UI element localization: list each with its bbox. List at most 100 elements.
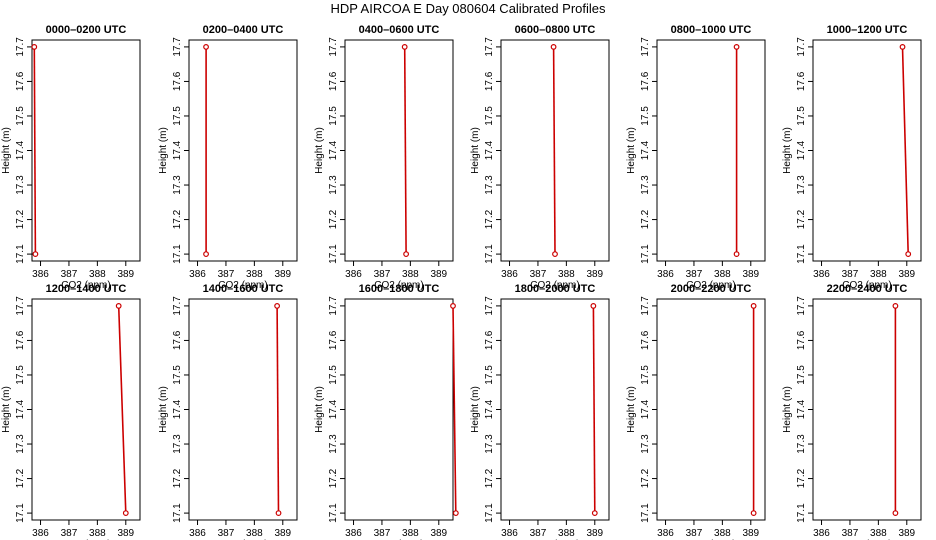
x-axis-label: CO2 (ppm) [842, 280, 891, 291]
data-point [115, 303, 122, 309]
y-tick-label: 17.3 [484, 175, 495, 195]
y-tick-label: 17.1 [15, 503, 26, 523]
y-tick-label: 17.3 [484, 434, 495, 454]
x-axis-label: CO2 (ppm) [61, 280, 110, 291]
y-tick-label: 17.3 [328, 434, 339, 454]
plot-frame [31, 298, 141, 521]
panel-6: 1000–1200 UTC 386 387 388 389 17.1 17.2 17.3 17.… [782, 24, 922, 291]
y-tick-label: 17.7 [328, 296, 339, 316]
data-point [892, 303, 899, 309]
y-tick-label: 17.6 [484, 71, 495, 91]
y-tick-label: 17.1 [328, 244, 339, 264]
y-tick-label: 17.7 [172, 37, 183, 57]
plot-frame [188, 39, 298, 262]
data-point [450, 303, 456, 309]
x-tick-label: 389 [586, 528, 603, 539]
y-tick-label: 17.6 [15, 71, 26, 91]
y-axis-label: Height (m) [314, 127, 325, 174]
panel-title: 0200–0400 UTC [203, 24, 284, 36]
plot-frame [344, 298, 454, 521]
y-tick-label: 17.1 [484, 244, 495, 264]
x-tick-label: 389 [898, 269, 915, 280]
y-tick-label: 17.4 [796, 140, 807, 160]
y-tick-label: 17.4 [640, 140, 651, 160]
y-tick-label: 17.2 [328, 209, 339, 229]
y-tick-label: 17.1 [484, 503, 495, 523]
panel-2: 0200–0400 UTC 386 387 388 389 17.1 17.2 17.3 17.… [158, 24, 298, 291]
x-tick-label: 388 [246, 528, 263, 539]
data-point [552, 251, 558, 257]
x-tick-label: 386 [657, 269, 674, 280]
y-tick-label: 17.4 [15, 399, 26, 419]
panel-title: 0000–0200 UTC [46, 24, 127, 36]
data-point [750, 510, 757, 516]
y-tick-label: 17.5 [172, 106, 183, 126]
y-tick-label: 17.1 [328, 503, 339, 523]
y-tick-label: 17.6 [15, 330, 26, 350]
y-tick-label: 17.7 [15, 37, 26, 57]
x-tick-label: 389 [274, 269, 291, 280]
y-tick-label: 17.1 [172, 503, 183, 523]
y-tick-label: 17.2 [796, 209, 807, 229]
x-tick-label: 387 [218, 528, 235, 539]
x-tick-label: 388 [89, 528, 106, 539]
y-axis-label: Height (m) [782, 127, 793, 174]
y-tick-label: 17.3 [796, 175, 807, 195]
panel-7: 1200–1400 UTC 386 387 388 389 17.1 17.2 17.3 17.… [1, 283, 141, 540]
y-tick-label: 17.5 [328, 106, 339, 126]
x-tick-label: 386 [501, 269, 518, 280]
panel-1: 0000–0200 UTC 386 387 388 389 17.1 17.2 17.3 17.… [1, 24, 141, 291]
profile-line [117, 305, 127, 514]
y-tick-label: 17.4 [15, 140, 26, 160]
y-tick-label: 17.4 [484, 399, 495, 419]
data-point [203, 251, 209, 257]
y-tick-label: 17.7 [796, 37, 807, 57]
x-tick-label: 389 [586, 269, 603, 280]
plot-frame [812, 298, 922, 521]
y-tick-label: 17.7 [640, 296, 651, 316]
y-tick-label: 17.7 [484, 37, 495, 57]
y-tick-label: 17.4 [484, 140, 495, 160]
x-tick-label: 387 [686, 528, 703, 539]
y-tick-label: 17.3 [640, 175, 651, 195]
x-tick-label: 388 [558, 269, 575, 280]
x-tick-label: 388 [870, 269, 887, 280]
data-point [899, 44, 906, 50]
plot-frame [656, 39, 766, 262]
y-axis-label: Height (m) [1, 386, 12, 433]
data-point [275, 510, 282, 516]
panel-9: 1600–1800 UTC 386 387 388 389 17.1 17.2 17.3 17.… [314, 283, 459, 540]
profile-line [403, 46, 407, 255]
y-axis-label: Height (m) [626, 127, 637, 174]
panel-3: 0400–0600 UTC 386 387 388 389 17.1 17.2 17.3 17.… [314, 24, 454, 291]
y-tick-label: 17.2 [172, 468, 183, 488]
x-tick-label: 388 [714, 528, 731, 539]
y-tick-label: 17.6 [172, 330, 183, 350]
y-tick-label: 17.3 [796, 434, 807, 454]
x-tick-label: 387 [530, 269, 547, 280]
y-tick-label: 17.2 [15, 209, 26, 229]
panel-11: 2000–2200 UTC 386 387 388 389 17.1 17.2 17.3 17.… [626, 283, 766, 540]
x-axis-label: CO2 (ppm) [686, 280, 735, 291]
panel-title: 1600–1800 UTC [359, 283, 440, 295]
y-tick-label: 17.6 [796, 71, 807, 91]
y-axis-label: Height (m) [158, 386, 169, 433]
x-tick-label: 386 [657, 528, 674, 539]
y-tick-label: 17.7 [640, 37, 651, 57]
y-axis-label: Height (m) [626, 386, 637, 433]
panel-title: 2000–2200 UTC [671, 283, 752, 295]
x-tick-label: 387 [374, 269, 391, 280]
y-tick-label: 17.5 [640, 365, 651, 385]
y-tick-label: 17.4 [172, 140, 183, 160]
y-tick-label: 17.3 [172, 175, 183, 195]
data-point [122, 510, 129, 516]
figure-title: HDP AIRCOA E Day 080604 Calibrated Profi… [330, 1, 606, 16]
x-tick-label: 386 [189, 528, 206, 539]
y-tick-label: 17.1 [796, 244, 807, 264]
y-tick-label: 17.4 [328, 140, 339, 160]
y-tick-label: 17.7 [328, 37, 339, 57]
data-point [733, 44, 740, 50]
x-tick-label: 389 [742, 269, 759, 280]
y-tick-label: 17.7 [484, 296, 495, 316]
